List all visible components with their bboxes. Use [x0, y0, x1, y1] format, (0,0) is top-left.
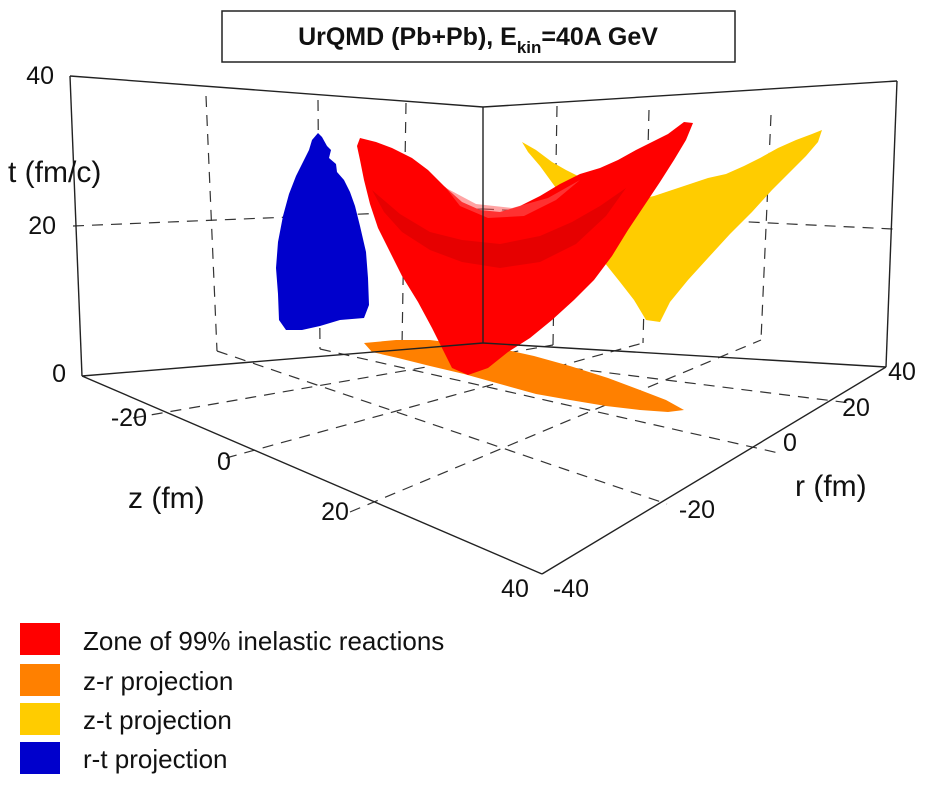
z-axis-label: z (fm)	[128, 482, 205, 515]
t-tick-20: 20	[28, 212, 56, 240]
title-suffix: =40A GeV	[541, 23, 658, 51]
projection-rt	[276, 133, 369, 330]
title-box	[221, 10, 736, 63]
r-tick-minus40: -40	[553, 575, 589, 603]
r-axis: -40 -20 0 20 40 r (fm)	[553, 358, 916, 603]
grid-back-right-t20	[482, 208, 894, 230]
r-tick-40: 40	[888, 358, 916, 386]
z-tick-0: 0	[217, 448, 231, 476]
edge-floor-back-left	[81, 342, 484, 377]
surface-zone	[357, 122, 693, 375]
edge-floor-front-r	[541, 366, 887, 575]
r-tick-20: 20	[842, 394, 870, 422]
edge-top-left	[69, 75, 484, 108]
grid-floor-z0	[225, 342, 644, 459]
edge-floor-front-z	[81, 375, 543, 575]
legend-swatch-zr	[20, 664, 60, 696]
grid-floor-z-20	[132, 344, 554, 419]
legend-swatch-zone	[20, 623, 60, 655]
zone-surface-highlight	[446, 180, 580, 218]
z-tick-40: 40	[501, 575, 529, 603]
t-axis: 40 20 0 t (fm/c)	[8, 62, 101, 388]
legend-label-zt: z-t projection	[83, 705, 232, 735]
title-text: UrQMD (Pb+Pb), Ekin=40A GeV	[298, 23, 658, 57]
legend-swatch-zt	[20, 703, 60, 735]
legend-swatch-rt	[20, 742, 60, 774]
t-tick-0: 0	[52, 360, 66, 388]
t-axis-label: t (fm/c)	[8, 156, 101, 189]
legend: Zone of 99% inelastic reactions z-r proj…	[20, 623, 444, 774]
rt-projection-shape	[276, 133, 369, 330]
zone-surface-shape	[357, 122, 693, 375]
legend-label-zr: z-r projection	[83, 666, 233, 696]
grid-floor-r-20	[216, 350, 668, 505]
z-axis: -20 0 20 40 z (fm)	[111, 404, 529, 603]
title-prefix: UrQMD (Pb+Pb), E	[298, 23, 517, 51]
projection-zr	[364, 340, 684, 412]
r-tick-0: 0	[783, 429, 797, 457]
grid-left-wall-z-20	[205, 95, 218, 352]
grid-floor-z20	[349, 339, 762, 513]
edge-right-vertical	[885, 80, 898, 368]
legend-label-rt: r-t projection	[83, 744, 228, 774]
projection-zt	[522, 130, 822, 322]
t-tick-40: 40	[26, 62, 54, 90]
zone-surface-shading	[372, 188, 626, 268]
r-axis-label: r (fm)	[795, 470, 867, 503]
edge-left-vertical	[69, 75, 83, 377]
chart-title: UrQMD (Pb+Pb), Ekin=40A GeV	[221, 10, 736, 63]
legend-label-zone: Zone of 99% inelastic reactions	[83, 626, 444, 656]
r-tick-minus20: -20	[679, 496, 715, 524]
edge-floor-back-right	[482, 342, 887, 368]
box-edges	[69, 75, 898, 575]
grid-right-wall-r20	[760, 114, 772, 341]
title-subscript: kin	[517, 38, 542, 57]
edge-top-right	[482, 80, 898, 108]
zr-projection-shape	[364, 340, 684, 412]
z-tick-20: 20	[321, 498, 349, 526]
z-tick-minus20: -20	[111, 404, 147, 432]
grid-floor-r0	[319, 348, 784, 455]
zt-projection-shape	[522, 130, 822, 322]
